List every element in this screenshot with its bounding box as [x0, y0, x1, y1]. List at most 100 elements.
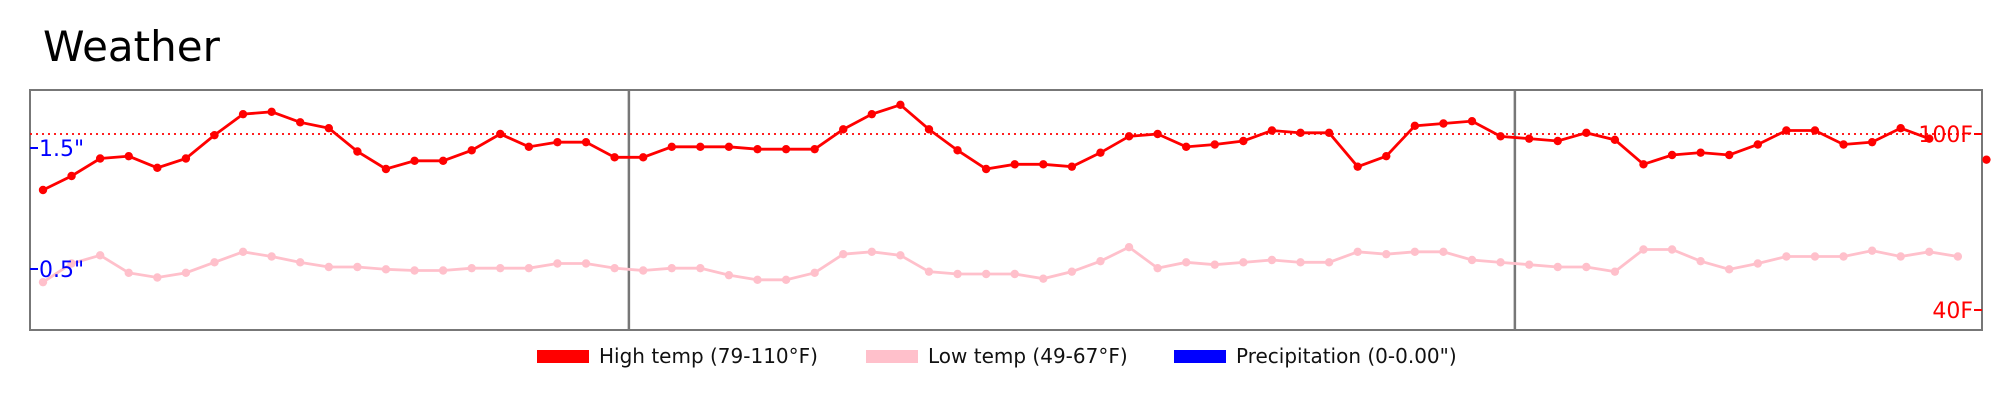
high-temp-point-43: [1267, 126, 1277, 135]
low-temp-point-66: [1925, 247, 1934, 257]
low-temp-point-9: [296, 258, 305, 267]
high-temp-point-4: [153, 163, 162, 173]
high-temp-point-13: [410, 156, 419, 166]
right-axis-tick-label-0: 100F: [1918, 123, 1973, 148]
left-axis-tick-label-1: 0.5": [39, 258, 84, 283]
high-temp-point-21: [638, 153, 648, 162]
legend-swatch-low: [866, 349, 918, 363]
high-temp-point-14: [438, 156, 448, 166]
low-temp-point-30: [896, 251, 905, 260]
high-temp-point-41: [1210, 140, 1219, 149]
low-temp-point-7: [238, 247, 248, 257]
high-temp-point-66: [1925, 134, 1934, 143]
legend-label-low: Low temp (49-67°F): [928, 344, 1128, 368]
high-temp-point-9: [296, 118, 305, 127]
legend-item-precipitation: Precipitation (0-0.00"): [1174, 344, 1457, 368]
low-temp-point-46: [1353, 247, 1362, 257]
high-temp-line-0: [42, 103, 1930, 192]
low-temp-point-20: [610, 263, 619, 273]
high-temp-point-59: [1725, 150, 1734, 160]
low-temp-point-2: [95, 251, 105, 260]
low-temp-point-52: [1524, 260, 1534, 269]
low-temp-point-36: [1067, 267, 1077, 276]
low-temp-point-34: [1010, 269, 1019, 279]
high-temp-point-29: [867, 109, 877, 119]
high-temp-point-48: [1410, 121, 1420, 131]
low-temp-point-62: [1810, 252, 1820, 261]
low-temp-point-1: [67, 259, 76, 268]
low-temp-point-39: [1153, 263, 1162, 273]
low-temp-point-28: [839, 249, 848, 259]
right-axis-tick-label-1: 40F: [1932, 299, 1973, 324]
high-temp-point-36: [1067, 162, 1077, 171]
high-temp-point-31: [924, 125, 934, 134]
legend-label-high: High temp (79-110°F): [599, 344, 818, 368]
low-temp-point-45: [1324, 258, 1334, 267]
low-temp-point-6: [210, 258, 219, 267]
legend-item-low: Low temp (49-67°F): [866, 344, 1128, 368]
low-temp-point-47: [1382, 249, 1391, 259]
low-temp-point-42: [1239, 258, 1248, 267]
high-temp-point-5: [181, 154, 191, 163]
high-temp-point-34: [1010, 160, 1019, 169]
low-temp-point-57: [1667, 245, 1677, 254]
high-temp-point-24: [724, 142, 734, 152]
low-temp-point-61: [1782, 252, 1791, 261]
high-temp-point-10: [324, 123, 333, 133]
low-temp-point-54: [1582, 262, 1591, 272]
low-temp-point-22: [667, 263, 676, 273]
high-temp-point-2: [95, 154, 105, 163]
low-temp-point-27: [810, 268, 819, 278]
high-temp-point-53: [1553, 136, 1562, 146]
low-temp-point-41: [1210, 260, 1219, 269]
low-temp-point-65: [1896, 252, 1905, 261]
high-temp-point-15: [467, 146, 476, 155]
high-temp-point-27: [810, 144, 819, 154]
high-temp-point-49: [1439, 119, 1448, 128]
legend: High temp (79-110°F) Low temp (49-67°F) …: [0, 344, 2009, 374]
high-temp-point-0: [38, 185, 48, 195]
high-temp-point-20: [610, 153, 619, 162]
legend-swatch-precipitation: [1174, 349, 1226, 363]
low-temp-point-32: [953, 269, 962, 279]
low-temp-point-44: [1296, 258, 1305, 267]
low-temp-point-31: [924, 267, 934, 276]
high-temp-point-37: [1096, 148, 1105, 157]
high-temp-point-16: [496, 129, 505, 139]
high-temp-point-8: [267, 107, 276, 117]
high-temp-point-55: [1610, 135, 1620, 145]
low-temp-point-67: [1953, 252, 1963, 261]
high-temp-point-22: [667, 142, 676, 152]
low-temp-point-0: [38, 277, 48, 287]
low-temp-point-60: [1753, 259, 1763, 268]
high-temp-point-47: [1382, 151, 1391, 161]
high-temp-point-33: [981, 164, 991, 174]
high-temp-point-19: [581, 137, 591, 147]
legend-item-high: High temp (79-110°F): [537, 344, 818, 368]
low-temp-point-17: [524, 263, 534, 273]
low-temp-point-19: [581, 259, 591, 268]
low-temp-point-24: [724, 270, 734, 280]
low-temp-point-11: [353, 262, 362, 272]
high-temp-point-57: [1667, 150, 1677, 160]
high-temp-point-45: [1324, 128, 1334, 138]
low-temp-point-10: [324, 262, 333, 272]
legend-label-precipitation: Precipitation (0-0.00"): [1236, 344, 1457, 368]
page-title: Weather: [43, 22, 220, 71]
low-temp-point-26: [781, 275, 791, 285]
low-temp-point-35: [1039, 274, 1048, 283]
low-temp-point-14: [438, 266, 448, 275]
high-temp-point-68: [1982, 155, 1991, 164]
low-temp-point-59: [1725, 265, 1734, 274]
low-temp-line-0: [42, 245, 1959, 284]
high-temp-point-28: [839, 125, 848, 134]
high-temp-point-50: [1467, 116, 1477, 126]
high-temp-point-52: [1524, 134, 1534, 143]
left-axis-tick-label-0: 1.5": [39, 137, 84, 162]
high-temp-point-51: [1496, 132, 1505, 141]
low-temp-point-3: [124, 268, 133, 278]
low-temp-point-8: [267, 252, 276, 261]
low-temp-point-64: [1867, 246, 1877, 255]
low-temp-point-56: [1639, 245, 1648, 254]
